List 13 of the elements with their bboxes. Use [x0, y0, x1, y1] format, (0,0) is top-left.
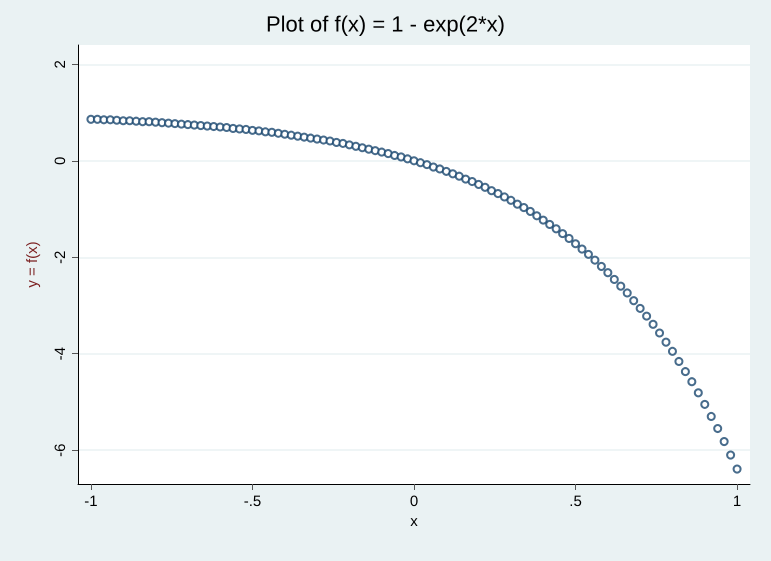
chart-title: Plot of f(x) = 1 - exp(2*x)	[266, 12, 506, 36]
x-tick-label: -.5	[244, 493, 262, 510]
x-tick-label: 1	[732, 493, 742, 510]
y-tick-label: -6	[52, 444, 69, 457]
x-tick-label: -1	[84, 493, 98, 510]
x-tick-label: 0	[410, 493, 418, 510]
y-tick-label: 2	[52, 60, 69, 68]
x-axis-title: x	[410, 512, 418, 530]
y-tick-label: -2	[52, 250, 69, 264]
x-tick-label: .5	[569, 493, 582, 510]
y-axis-title: y = f(x)	[24, 241, 41, 288]
y-tick-label: 0	[52, 156, 69, 165]
y-tick-label: -4	[52, 347, 69, 360]
